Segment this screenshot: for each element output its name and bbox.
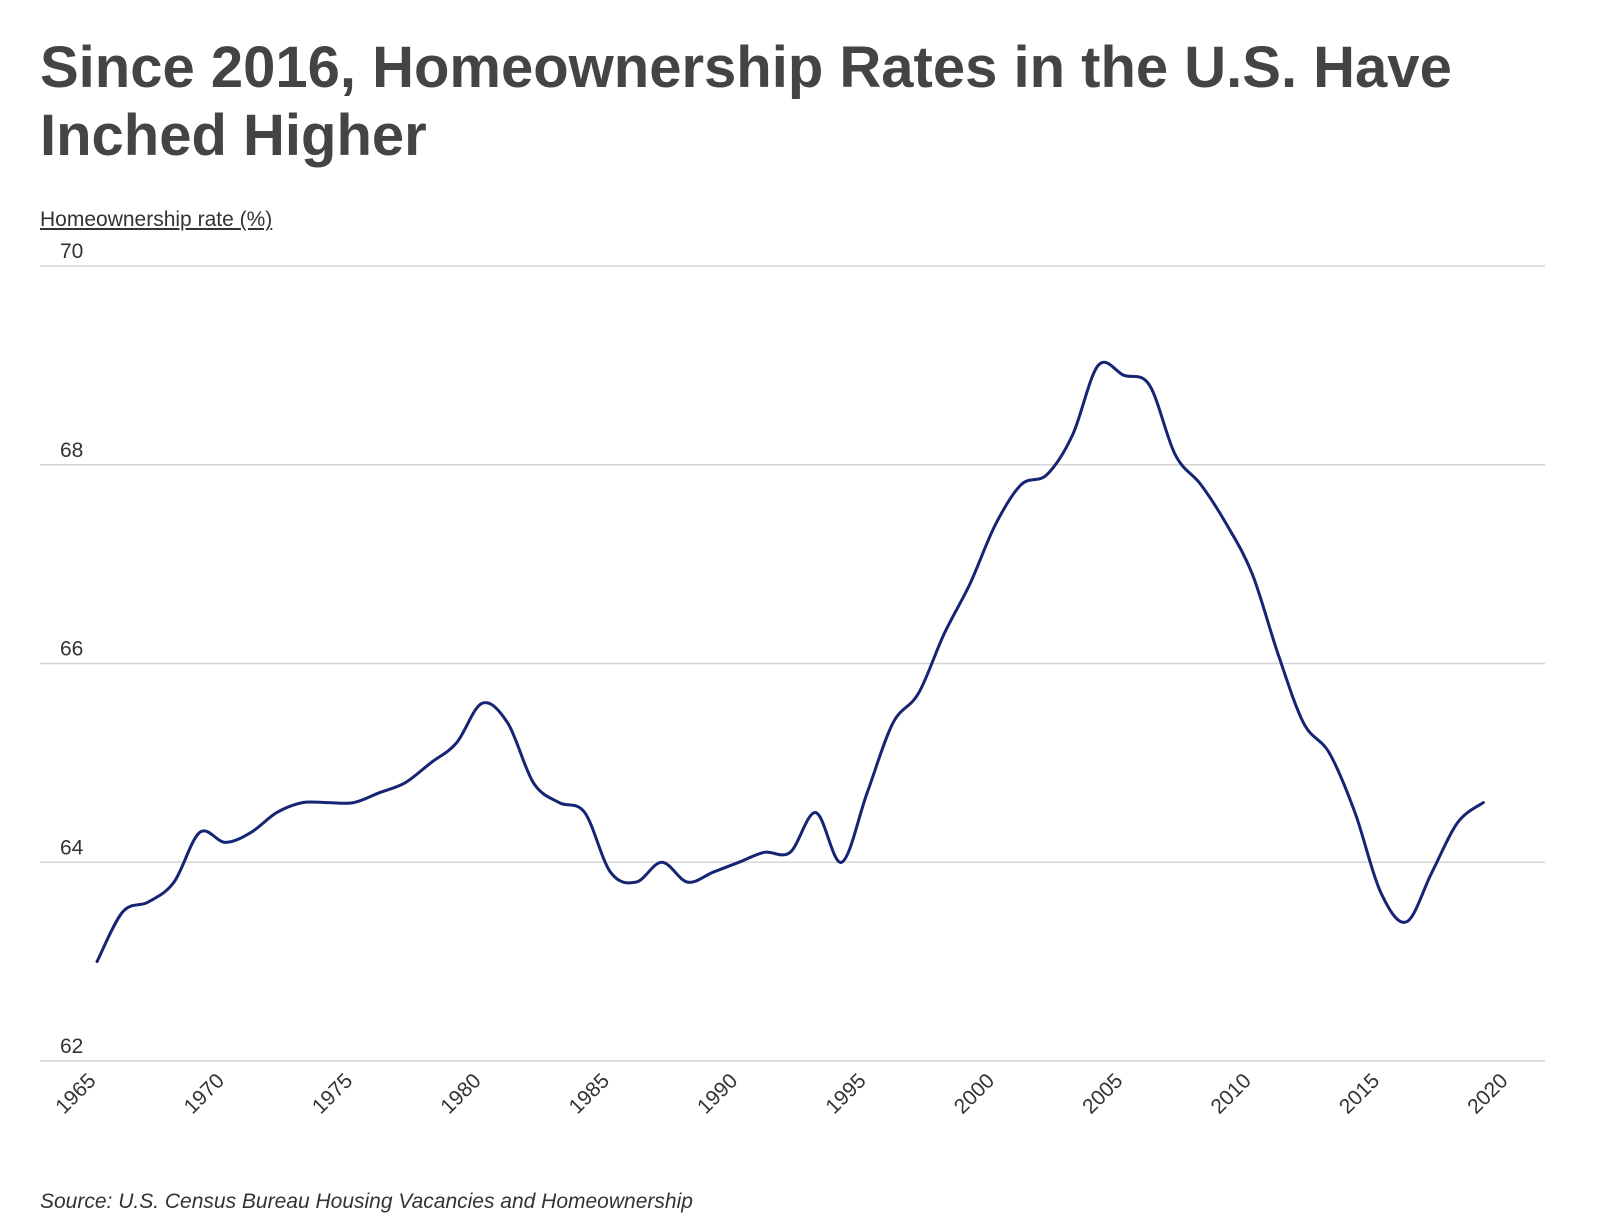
- y-tick-label: 64: [60, 836, 84, 859]
- x-tick-label: 2020: [1463, 1069, 1512, 1118]
- y-tick-labels: 62 64 66 68 70: [60, 240, 84, 1058]
- y-tick-label: 68: [60, 439, 83, 462]
- y-tick-label: 70: [60, 240, 83, 263]
- x-tick-label: 1995: [821, 1069, 870, 1118]
- y-tick-label: 66: [60, 638, 83, 661]
- y-tick-label: 62: [60, 1035, 83, 1058]
- source-note: Source: U.S. Census Bureau Housing Vacan…: [40, 1190, 693, 1213]
- series-line: [95, 360, 1485, 964]
- x-tick-label: 1970: [180, 1069, 229, 1118]
- x-tick-label: 1990: [693, 1069, 742, 1118]
- line-chart: 62 64 66 68 70 1965 1970 1975 1980 1985 1990 1995 2…: [40, 240, 1545, 1119]
- x-tick-labels: 1965 1970 1975 1980 1985 1990 1995 2000 2005 2010…: [51, 1069, 1512, 1118]
- x-tick-label: 1980: [436, 1069, 485, 1118]
- x-tick-label: 2000: [950, 1069, 999, 1118]
- x-tick-label: 2010: [1207, 1069, 1256, 1118]
- y-axis-label: Homeownership rate (%): [40, 208, 273, 231]
- x-tick-label: 1975: [308, 1069, 357, 1118]
- x-tick-label: 1985: [565, 1069, 614, 1118]
- chart-title: Since 2016, Homeownership Rates in the U…: [40, 35, 1452, 168]
- x-tick-label: 2005: [1078, 1069, 1127, 1118]
- x-tick-label: 1965: [51, 1069, 100, 1118]
- gridlines: [40, 265, 1545, 1062]
- x-tick-label: 2015: [1335, 1069, 1384, 1118]
